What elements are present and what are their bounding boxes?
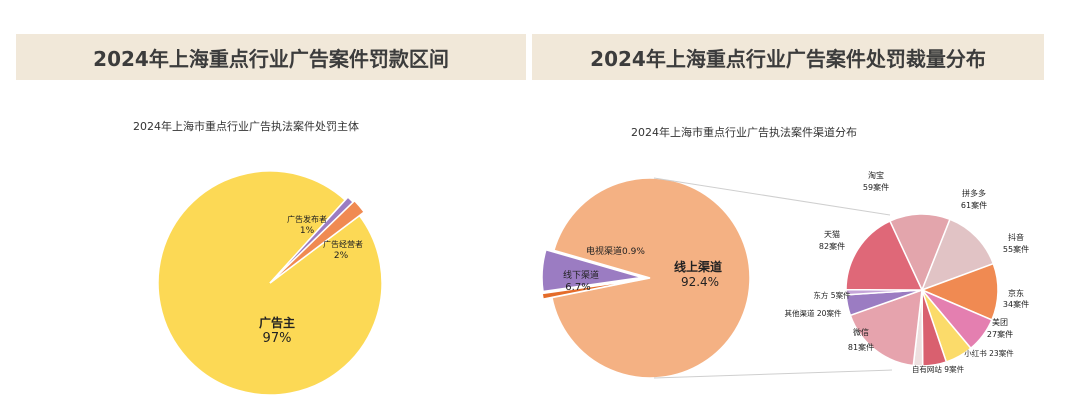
pie-slice-online <box>551 177 751 379</box>
breakdown-label-7: 微信 <box>853 327 869 337</box>
label-operator: 广告经营者 <box>323 239 363 249</box>
breakdown-slice-1 <box>920 218 995 292</box>
breakdown-value-1: 61案件 <box>961 200 987 210</box>
breakdown-value-2: 55案件 <box>1003 244 1029 254</box>
breakdown-label-8: 其他渠道 20案件 <box>785 308 842 318</box>
label-advertiser: 广告主 <box>259 315 295 330</box>
value-publisher: 1% <box>300 226 315 236</box>
label-tv: 电视渠道0.9% <box>586 245 645 257</box>
pie-slice-offline <box>541 248 643 293</box>
breakdown-label-1: 拼多多 <box>962 188 986 198</box>
connector-line-bottom <box>653 369 893 379</box>
breakdown-label-6: 自有网站 9案件 <box>912 364 965 374</box>
pie-slice-operator <box>269 199 366 284</box>
breakdown-value-4: 27案件 <box>987 329 1013 339</box>
value-online: 92.4% <box>681 275 719 289</box>
connector-line-top <box>653 177 891 216</box>
label-publisher: 广告发布者 <box>287 214 327 224</box>
banner-penalty-distribution: 2024年上海重点行业广告案件处罚裁量分布 <box>532 34 1044 80</box>
breakdown-label-10: 天猫 <box>824 229 840 239</box>
label-offline: 线下渠道 <box>563 269 599 281</box>
breakdown-label-4: 美团 <box>992 317 1008 327</box>
breakdown-value-3: 34案件 <box>1003 299 1029 309</box>
breakdown-label-2: 抖音 <box>1008 232 1024 242</box>
breakdown-label-5: 小红书 23案件 <box>964 348 1014 358</box>
value-advertiser: 97% <box>263 331 292 346</box>
banner-fine-range: 2024年上海重点行业广告案件罚款区间 <box>16 34 526 80</box>
breakdown-value-7: 81案件 <box>848 342 874 352</box>
chart-title-channel: 2024年上海市重点行业广告执法案件渠道分布 <box>631 126 857 139</box>
label-online: 线上渠道 <box>674 259 722 274</box>
breakdown-slice-7 <box>849 288 923 367</box>
breakdown-slice-0 <box>888 213 951 292</box>
value-offline: 6.7% <box>565 282 590 293</box>
breakdown-label-9: 东方 5案件 <box>813 290 851 300</box>
value-operator: 2% <box>334 251 349 261</box>
breakdown-value-0: 59案件 <box>863 182 889 192</box>
chart-title-subject: 2024年上海市重点行业广告执法案件处罚主体 <box>133 120 359 133</box>
pie-slice-tv <box>541 278 642 300</box>
breakdown-label-0: 淘宝 <box>868 170 884 180</box>
breakdown-label-3: 京东 <box>1008 288 1024 298</box>
breakdown-slice-10 <box>845 220 924 291</box>
breakdown-value-10: 82案件 <box>819 241 845 251</box>
